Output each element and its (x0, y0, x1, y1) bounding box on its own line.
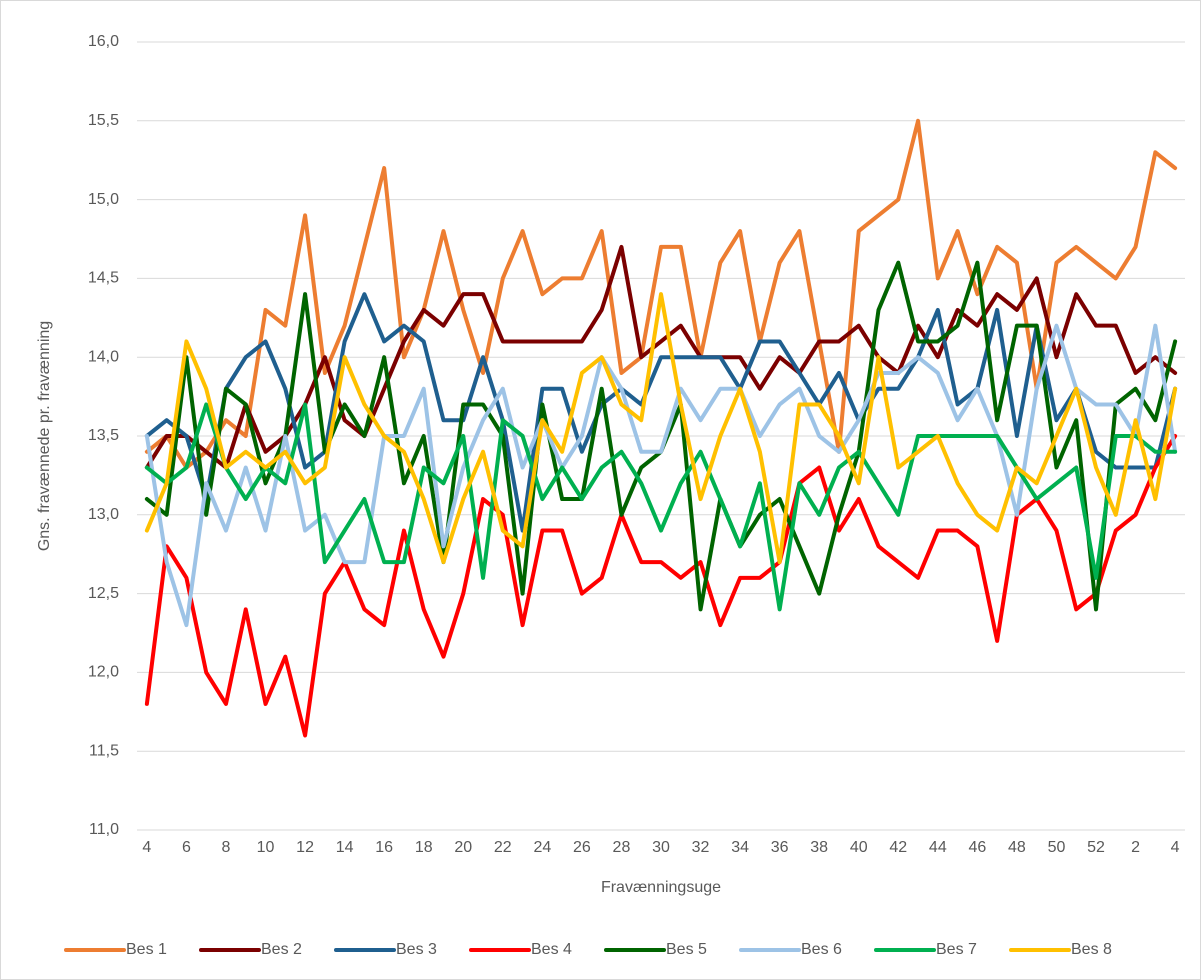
x-tick-label: 22 (494, 839, 512, 856)
legend-label: Bes 2 (261, 941, 302, 958)
legend-label: Bes 7 (936, 941, 977, 958)
legend-label: Bes 4 (531, 941, 572, 958)
y-tick-label: 16,0 (88, 33, 119, 50)
x-tick-label: 40 (850, 839, 868, 856)
y-tick-label: 13,5 (88, 427, 119, 444)
x-tick-label: 32 (692, 839, 710, 856)
series-line (144, 292, 1178, 565)
y-tick-label: 14,0 (88, 348, 119, 365)
x-tick-label: 2 (1131, 839, 1140, 856)
x-tick-label: 16 (375, 839, 393, 856)
x-tick-label: 20 (454, 839, 472, 856)
y-tick-label: 15,5 (88, 112, 119, 129)
y-tick-label: 11,5 (89, 742, 119, 759)
x-tick-label: 42 (889, 839, 907, 856)
series-line (144, 434, 1178, 738)
series-line (144, 402, 1178, 612)
x-tick-label: 36 (771, 839, 789, 856)
y-tick-label: 13,0 (88, 506, 119, 523)
x-tick-label: 18 (415, 839, 433, 856)
legend-label: Bes 8 (1071, 941, 1112, 958)
x-tick-label: 10 (257, 839, 275, 856)
legend-label: Bes 1 (126, 941, 167, 958)
legend-label: Bes 6 (801, 941, 842, 958)
y-tick-label: 11,0 (89, 821, 119, 838)
x-tick-label: 52 (1087, 839, 1105, 856)
legend-label: Bes 3 (396, 941, 437, 958)
x-tick-label: 14 (336, 839, 354, 856)
x-tick-label: 8 (222, 839, 231, 856)
x-tick-label: 12 (296, 839, 314, 856)
x-axis-title: Fravænningsuge (601, 879, 721, 896)
y-axis-title: Gns. fravænnede pr. fravænning (36, 321, 53, 551)
x-tick-label: 4 (1171, 839, 1180, 856)
x-tick-label: 38 (810, 839, 828, 856)
y-tick-label: 15,0 (88, 191, 119, 208)
x-tick-label: 24 (533, 839, 551, 856)
y-tick-label: 12,0 (88, 664, 119, 681)
x-tick-label: 46 (968, 839, 986, 856)
x-tick-label: 44 (929, 839, 947, 856)
x-tick-label: 50 (1048, 839, 1066, 856)
x-tick-label: 4 (142, 839, 151, 856)
x-tick-label: 26 (573, 839, 591, 856)
x-tick-label: 34 (731, 839, 749, 856)
legend-label: Bes 5 (666, 941, 707, 958)
y-tick-label: 12,5 (88, 585, 119, 602)
x-tick-label: 28 (613, 839, 631, 856)
series-line (144, 244, 1178, 470)
x-tick-label: 30 (652, 839, 670, 856)
y-tick-label: 14,5 (88, 270, 119, 287)
series-line (144, 292, 1178, 533)
series-line (144, 118, 1178, 470)
x-tick-label: 6 (182, 839, 191, 856)
x-tick-label: 48 (1008, 839, 1026, 856)
